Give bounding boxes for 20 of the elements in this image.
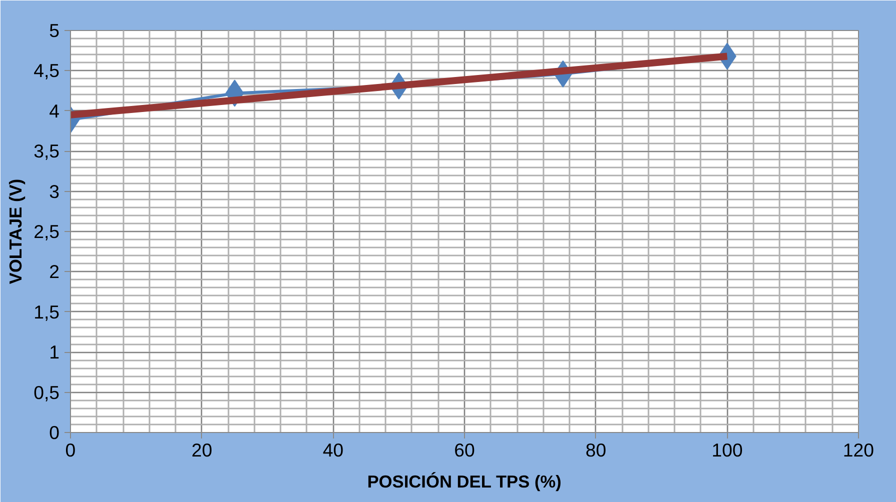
x-tick-label: 120 — [842, 440, 874, 460]
x-tick-label: 0 — [65, 440, 76, 460]
x-tick-label: 80 — [585, 440, 606, 460]
y-axis-title: VOLTAJE (V) — [6, 178, 26, 284]
y-tick-label: 1,5 — [34, 301, 60, 322]
y-tick-label: 3 — [49, 180, 60, 202]
x-tick-label: 60 — [454, 440, 475, 460]
y-tick-label: 5 — [49, 20, 60, 41]
x-tick-label: 100 — [712, 440, 743, 460]
y-tick-label: 0,5 — [34, 382, 60, 403]
y-tick-label: 2,5 — [34, 221, 60, 242]
y-tick-label: 4 — [49, 100, 60, 122]
y-tick-label: 1 — [49, 342, 60, 363]
x-tick-label: 20 — [191, 440, 212, 460]
y-tick-label: 2 — [49, 261, 60, 282]
y-tick-label: 0 — [49, 422, 60, 443]
y-tick-label: 3,5 — [34, 140, 60, 162]
x-tick-label: 40 — [322, 440, 344, 460]
y-tick-label: 4,5 — [34, 60, 60, 82]
x-axis-title: POSICIÓN DEL TPS (%) — [367, 472, 562, 492]
